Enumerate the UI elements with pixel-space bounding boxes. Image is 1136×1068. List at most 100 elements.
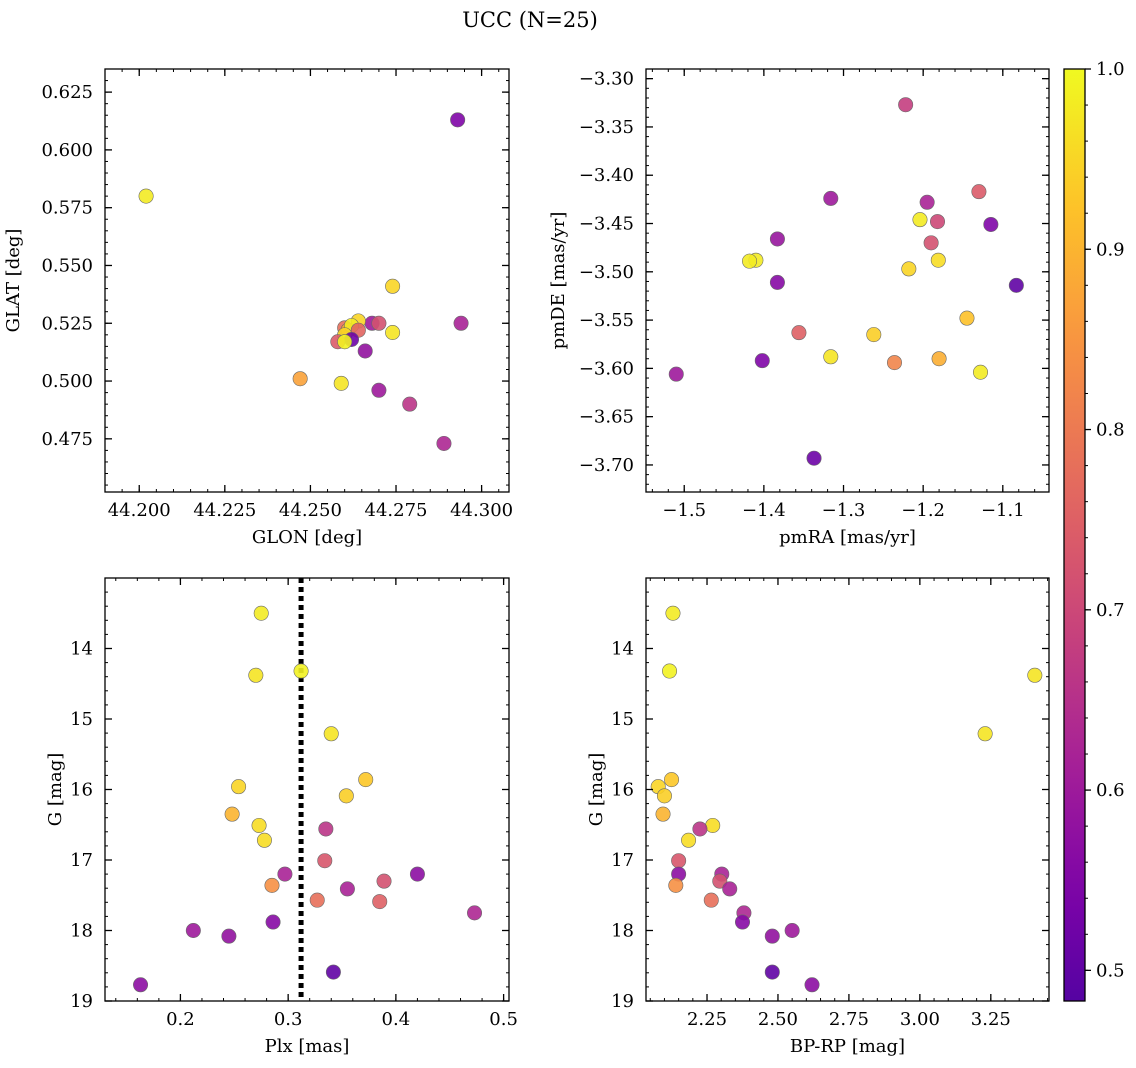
data-point <box>221 928 237 944</box>
data-point <box>823 190 839 206</box>
x-tick-label: 0.4 <box>382 1009 411 1030</box>
data-point <box>692 821 708 837</box>
data-point <box>665 605 681 621</box>
data-point <box>742 253 758 269</box>
y-tick-label: 16 <box>611 780 634 801</box>
data-point <box>333 375 349 391</box>
panel-pm: −1.5 −1.4 −1.3 −1.2 −1.1 −3.70 −3.65 −3.60 −3.55… <box>548 68 1050 548</box>
data-point <box>983 216 999 232</box>
y-axis-label: GLAT [deg] <box>3 229 24 333</box>
y-axis-label: G [mag] <box>45 753 66 826</box>
y-tick-label: −3.65 <box>579 407 634 428</box>
plot-area <box>646 578 1049 1001</box>
data-point <box>703 892 719 908</box>
data-point <box>823 349 839 365</box>
y-tick-label: −3.50 <box>579 262 634 283</box>
x-tick-label: −1.5 <box>662 500 706 521</box>
data-point <box>376 873 392 889</box>
y-tick-label: 19 <box>70 991 93 1012</box>
data-point <box>467 905 483 921</box>
colorbar-tick-label: 0.9 <box>1096 239 1125 260</box>
data-point <box>722 881 738 897</box>
data-point <box>338 788 354 804</box>
data-point <box>705 817 721 833</box>
x-axis-label: BP-RP [mag] <box>790 1036 905 1057</box>
data-point <box>385 325 401 341</box>
x-axis-label: pmRA [mas/yr] <box>779 527 916 548</box>
data-point <box>337 334 353 350</box>
x-tick-label: 44.300 <box>450 500 513 521</box>
data-point <box>1008 277 1024 293</box>
data-point <box>339 881 355 897</box>
axes-frame <box>645 68 1050 493</box>
data-point <box>293 663 309 679</box>
data-point <box>318 821 334 837</box>
y-axis-label: pmDE [mas/yr] <box>548 212 569 350</box>
x-tick-label: 3.25 <box>971 1009 1011 1030</box>
x-tick-label: 2.25 <box>687 1009 727 1030</box>
x-tick-label: −1.1 <box>981 500 1025 521</box>
panel-plx: 0.2 0.3 0.4 0.5 14 15 16 17 18 19 Plx [mas] G [mag] <box>45 577 518 1057</box>
data-point <box>248 667 264 683</box>
data-point <box>185 922 201 938</box>
colorbar-gradient <box>1063 68 1086 1002</box>
y-tick-label: 0.525 <box>41 313 93 334</box>
data-point <box>866 327 882 343</box>
data-point <box>265 914 281 930</box>
y-tick-label: 15 <box>611 709 634 730</box>
y-tick-label: 0.600 <box>41 140 93 161</box>
x-tick-label: 44.250 <box>279 500 342 521</box>
y-tick-label: 15 <box>70 709 93 730</box>
scatter-points <box>138 112 469 451</box>
data-point <box>453 315 469 331</box>
data-point <box>931 351 947 367</box>
x-tick-label: 44.275 <box>365 500 428 521</box>
data-point <box>784 922 800 938</box>
scatter-points <box>133 605 483 993</box>
y-tick-label: −3.70 <box>579 455 634 476</box>
data-point <box>977 726 993 742</box>
y-tick-label: 0.575 <box>41 198 93 219</box>
data-point <box>971 184 987 200</box>
data-point <box>656 788 672 804</box>
plot-area <box>646 69 1049 492</box>
y-tick-label: −3.40 <box>579 165 634 186</box>
data-point <box>791 325 807 341</box>
data-point <box>317 853 333 869</box>
data-point <box>923 235 939 251</box>
data-point <box>1027 667 1043 683</box>
data-point <box>253 605 269 621</box>
y-tick-label: −3.45 <box>579 214 634 235</box>
data-point <box>309 892 325 908</box>
data-point <box>754 353 770 369</box>
y-tick-label: 16 <box>70 780 93 801</box>
data-point <box>231 779 247 795</box>
data-point <box>325 964 341 980</box>
y-tick-label: −3.30 <box>579 69 634 90</box>
panels: 44.200 44.225 44.250 44.275 44.300 0.475 0.500… <box>3 68 1050 1057</box>
y-tick-label: 17 <box>611 850 634 871</box>
x-tick-label: 3.00 <box>900 1009 940 1030</box>
data-point <box>371 382 387 398</box>
data-point <box>912 212 928 228</box>
data-point <box>133 977 149 993</box>
panel-cmd: 2.25 2.50 2.75 3.00 3.25 14 15 16 17 18 19 BP-RP [m… <box>586 577 1050 1057</box>
x-tick-label: 0.2 <box>166 1009 195 1030</box>
y-tick-label: 0.625 <box>41 82 93 103</box>
x-tick-label: 44.225 <box>193 500 256 521</box>
data-point <box>764 928 780 944</box>
data-point <box>929 214 945 230</box>
data-point <box>901 261 917 277</box>
data-point <box>655 806 671 822</box>
plot-area <box>105 578 509 1001</box>
data-point <box>323 726 339 742</box>
data-point <box>224 806 240 822</box>
y-tick-label: 0.500 <box>41 371 93 392</box>
data-point <box>251 817 267 833</box>
x-axis-label: Plx [mas] <box>265 1036 350 1057</box>
x-tick-label: −1.2 <box>901 500 945 521</box>
axes-frame <box>104 68 510 493</box>
data-point <box>668 877 684 893</box>
colorbar-tick-label: 0.6 <box>1096 780 1125 801</box>
scatter-points <box>668 97 1024 466</box>
